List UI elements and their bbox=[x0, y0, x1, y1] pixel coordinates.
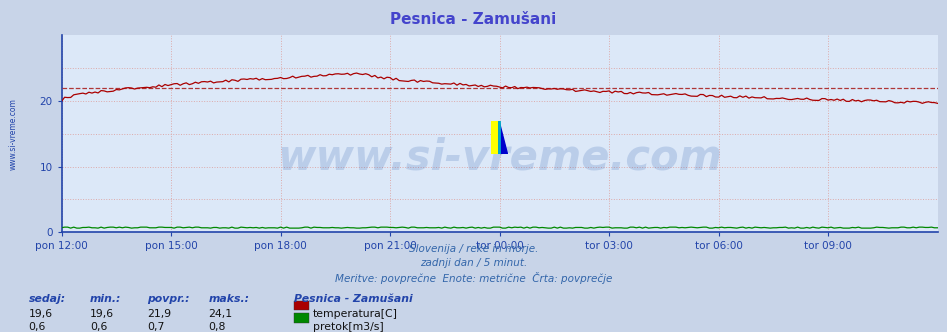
Text: pretok[m3/s]: pretok[m3/s] bbox=[313, 322, 384, 332]
Text: Pesnica - Zamušani: Pesnica - Zamušani bbox=[390, 12, 557, 27]
Text: maks.:: maks.: bbox=[208, 294, 249, 304]
Polygon shape bbox=[499, 121, 508, 154]
Text: povpr.:: povpr.: bbox=[147, 294, 189, 304]
Text: sedaj:: sedaj: bbox=[28, 294, 65, 304]
Text: 24,1: 24,1 bbox=[208, 309, 232, 319]
Text: 0,7: 0,7 bbox=[147, 322, 164, 332]
Text: 21,9: 21,9 bbox=[147, 309, 170, 319]
Text: 0,6: 0,6 bbox=[90, 322, 107, 332]
Text: Meritve: povprečne  Enote: metrične  Črta: povprečje: Meritve: povprečne Enote: metrične Črta:… bbox=[335, 272, 612, 284]
Text: 0,8: 0,8 bbox=[208, 322, 225, 332]
Text: Pesnica - Zamušani: Pesnica - Zamušani bbox=[294, 294, 412, 304]
Polygon shape bbox=[491, 121, 499, 154]
Text: 19,6: 19,6 bbox=[90, 309, 114, 319]
Text: www.si-vreme.com: www.si-vreme.com bbox=[277, 136, 722, 178]
Text: 19,6: 19,6 bbox=[28, 309, 52, 319]
Text: min.:: min.: bbox=[90, 294, 121, 304]
Text: Slovenija / reke in morje.: Slovenija / reke in morje. bbox=[409, 244, 538, 254]
Text: www.si-vreme.com: www.si-vreme.com bbox=[9, 98, 18, 170]
Text: 0,6: 0,6 bbox=[28, 322, 45, 332]
Text: zadnji dan / 5 minut.: zadnji dan / 5 minut. bbox=[420, 258, 527, 268]
Text: temperatura[C]: temperatura[C] bbox=[313, 309, 398, 319]
